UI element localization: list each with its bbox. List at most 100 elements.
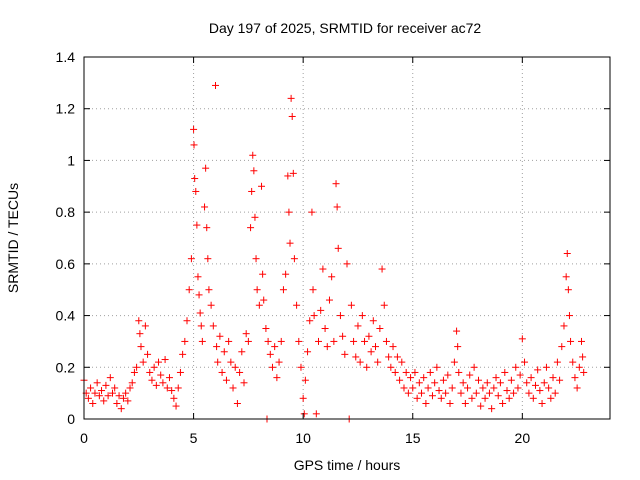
data-point (347, 301, 355, 309)
data-point (95, 392, 103, 400)
x-tick-label: 15 (405, 430, 421, 446)
data-point (84, 394, 92, 402)
data-point (141, 322, 149, 330)
data-point (102, 381, 110, 389)
data-point (466, 371, 474, 379)
data-point (213, 343, 221, 351)
data-point (363, 363, 371, 371)
data-point (339, 332, 347, 340)
data-point (527, 374, 535, 382)
data-point (174, 384, 182, 392)
data-point (248, 187, 256, 195)
plot-frame (83, 56, 611, 420)
data-point (407, 374, 415, 382)
y-tick-label: 0.6 (56, 256, 76, 272)
data-point (284, 172, 292, 180)
data-point (196, 309, 204, 317)
data-point (268, 363, 276, 371)
data-point (333, 203, 341, 211)
data-point (207, 301, 215, 309)
data-point (503, 387, 511, 395)
data-point (575, 363, 583, 371)
data-point (293, 301, 301, 309)
data-point (113, 399, 121, 407)
data-point (185, 286, 193, 294)
data-point (117, 405, 125, 413)
y-tick-label: 0.8 (56, 204, 76, 220)
data-point (531, 381, 539, 389)
data-point (529, 394, 537, 402)
data-point (404, 389, 412, 397)
data-point (253, 286, 261, 294)
data-point (488, 405, 496, 413)
data-point (233, 399, 241, 407)
data-point (450, 358, 458, 366)
data-point (231, 363, 239, 371)
data-point (310, 312, 318, 320)
data-point (144, 350, 152, 358)
data-point (255, 301, 263, 309)
data-point (501, 368, 509, 376)
data-point (453, 327, 461, 335)
data-point (536, 387, 544, 395)
data-point (510, 389, 518, 397)
data-point (277, 337, 285, 345)
data-point (266, 350, 274, 358)
data-point (385, 353, 393, 361)
y-axis-title: SRMTID / TECUs (5, 183, 21, 293)
data-point (290, 255, 298, 263)
data-point (534, 366, 542, 374)
data-point (505, 394, 513, 402)
data-point (336, 312, 344, 320)
data-point (565, 312, 573, 320)
data-point (523, 379, 531, 387)
data-point (499, 399, 507, 407)
data-point (170, 394, 178, 402)
data-point (367, 348, 375, 356)
data-point (437, 394, 445, 402)
data-point (250, 167, 258, 175)
x-axis-title: GPS time / hours (294, 457, 401, 473)
data-point (249, 151, 257, 159)
y-tick-label: 0 (67, 411, 75, 427)
data-point (222, 376, 230, 384)
data-point (400, 384, 408, 392)
data-point (525, 389, 533, 397)
data-point (563, 250, 571, 258)
chart-title: Day 197 of 2025, SRMTID for receiver ac7… (209, 20, 482, 36)
data-point (422, 399, 430, 407)
data-point (361, 337, 369, 345)
data-point (285, 208, 293, 216)
data-point (418, 389, 426, 397)
data-point (220, 348, 228, 356)
data-point (252, 255, 260, 263)
data-point (464, 384, 472, 392)
data-point (108, 389, 116, 397)
data-point (163, 384, 171, 392)
data-point (321, 325, 329, 332)
data-point (516, 371, 524, 379)
data-point (540, 379, 548, 387)
data-point (439, 376, 447, 384)
data-point (212, 81, 219, 89)
data-point (179, 350, 187, 358)
data-point (258, 182, 266, 190)
data-point (553, 358, 561, 366)
data-point (382, 337, 390, 345)
data-point (391, 368, 399, 376)
data-point (115, 392, 123, 400)
data-point (374, 358, 382, 366)
data-point (578, 337, 586, 345)
data-point (424, 384, 432, 392)
data-point (560, 322, 568, 330)
data-point (111, 384, 119, 392)
data-point (193, 221, 201, 229)
data-point (187, 255, 195, 263)
data-point (334, 244, 342, 252)
data-point (389, 343, 397, 351)
data-point (119, 394, 127, 402)
data-point (150, 363, 158, 371)
axis-ticks (83, 56, 610, 420)
data-point (317, 306, 325, 314)
